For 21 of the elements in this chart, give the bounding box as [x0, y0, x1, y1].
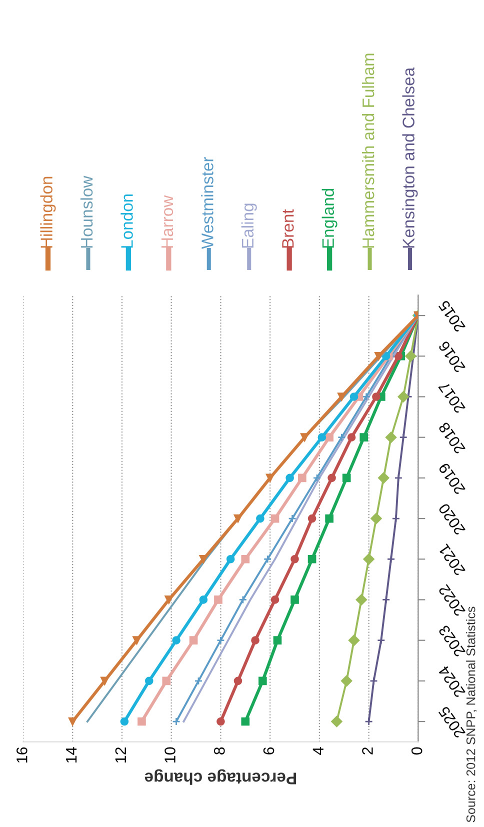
text: England [322, 188, 338, 248]
x-tick-label: 2 [362, 747, 373, 754]
text: Kensington and Chelsea [402, 67, 418, 248]
x-tick-label: 10 [164, 747, 176, 763]
text: Hounslow [80, 176, 93, 248]
text: Ealing [241, 204, 257, 248]
text: Hillingdon [40, 176, 56, 248]
x-tick-label: 6 [263, 747, 274, 754]
text: Westminster [201, 156, 214, 249]
x-tick-label: 14 [66, 747, 77, 763]
x-tick-label: 16 [16, 747, 28, 763]
text: Hammersmith and Fulham [362, 54, 374, 248]
text: Brent [282, 209, 294, 248]
x-tick-label: 4 [312, 747, 324, 755]
x-axis-title: Percentage change [144, 769, 296, 785]
x-tick-label: 8 [214, 747, 225, 755]
text: Harrow [162, 195, 174, 248]
x-tick-label: 0 [411, 747, 422, 755]
x-tick-label: 12 [115, 747, 126, 763]
source-note: Source: 2012 SNPP, National Statistics [466, 606, 477, 822]
text: London [120, 194, 133, 248]
